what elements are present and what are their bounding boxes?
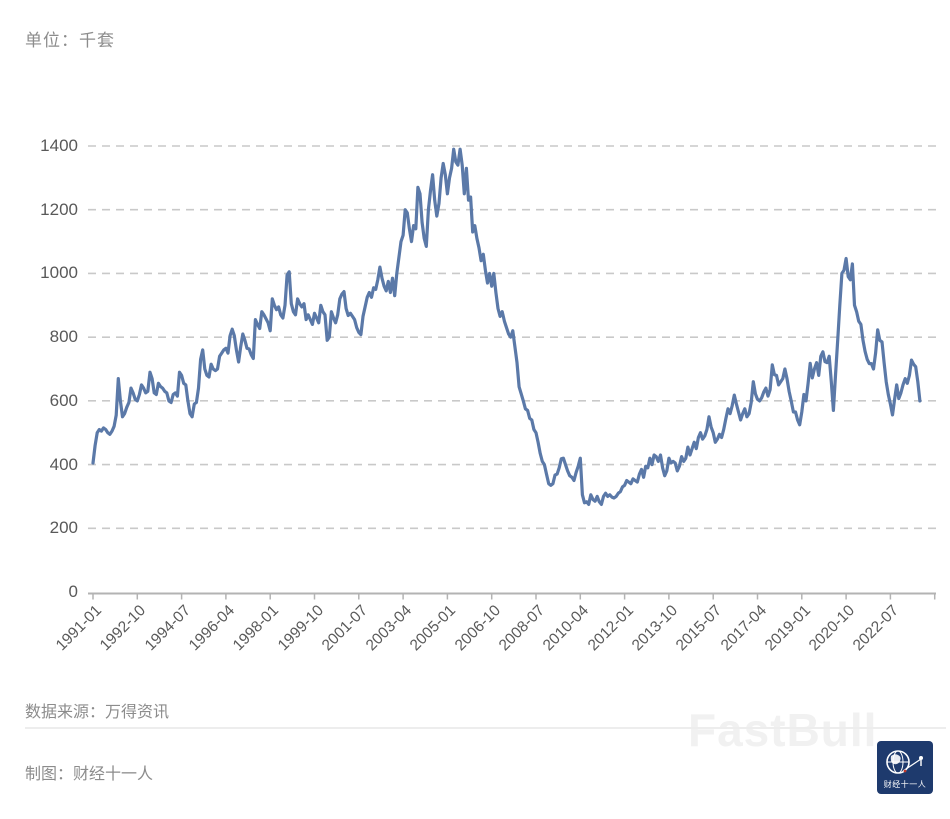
y-axis-label: 0	[68, 582, 78, 601]
logo-text: 财经十一人	[883, 780, 927, 789]
y-axis-label: 600	[49, 390, 78, 410]
footer-divider	[25, 727, 946, 729]
watermark: FastBull	[688, 704, 878, 756]
y-axis-label: 800	[49, 327, 78, 347]
y-axis-label: 400	[49, 454, 78, 474]
unit-label: 单位：千套	[25, 31, 115, 50]
credit-text: 制图：财经十一人	[25, 766, 154, 783]
publisher-logo: 财经十一人	[877, 741, 933, 794]
y-axis-label: 200	[49, 518, 78, 538]
y-axis-label: 1400	[40, 136, 78, 155]
y-axis-label: 1200	[40, 199, 78, 219]
globe-icon	[886, 750, 923, 774]
y-axis-label: 1000	[40, 263, 78, 283]
data-line	[91, 147, 922, 506]
source-text: 数据来源：万得资讯	[25, 704, 170, 721]
